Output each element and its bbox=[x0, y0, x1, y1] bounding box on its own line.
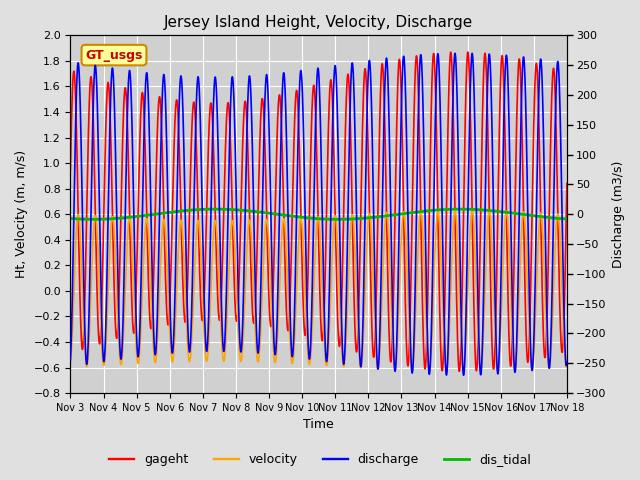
Line: discharge: discharge bbox=[70, 53, 567, 375]
Title: Jersey Island Height, Velocity, Discharge: Jersey Island Height, Velocity, Discharg… bbox=[164, 15, 474, 30]
Text: GT_usgs: GT_usgs bbox=[85, 48, 143, 61]
velocity bbox=[460, 369, 467, 374]
discharge bbox=[256, 312, 264, 317]
dis_tidal bbox=[390, 212, 397, 218]
dis_tidal bbox=[475, 207, 483, 213]
Line: velocity: velocity bbox=[70, 210, 567, 372]
gageht bbox=[475, 311, 483, 316]
dis_tidal bbox=[212, 206, 220, 212]
discharge bbox=[437, 138, 445, 144]
gageht bbox=[390, 300, 397, 305]
dis_tidal bbox=[365, 215, 372, 221]
discharge bbox=[451, 50, 459, 56]
velocity bbox=[390, 351, 397, 357]
discharge bbox=[475, 335, 483, 341]
velocity bbox=[157, 261, 164, 267]
velocity bbox=[475, 350, 483, 356]
discharge bbox=[67, 357, 74, 363]
velocity bbox=[67, 361, 74, 367]
Y-axis label: Discharge (m3/s): Discharge (m3/s) bbox=[612, 160, 625, 268]
gageht bbox=[67, 168, 74, 173]
discharge bbox=[460, 372, 467, 378]
Y-axis label: Ht, Velocity (m, m/s): Ht, Velocity (m, m/s) bbox=[15, 150, 28, 278]
velocity bbox=[437, 252, 445, 257]
velocity bbox=[451, 207, 459, 213]
Legend: gageht, velocity, discharge, dis_tidal: gageht, velocity, discharge, dis_tidal bbox=[104, 448, 536, 471]
Line: gageht: gageht bbox=[70, 52, 567, 372]
discharge bbox=[563, 360, 571, 365]
gageht bbox=[256, 131, 264, 136]
dis_tidal bbox=[437, 207, 445, 213]
dis_tidal bbox=[563, 216, 571, 222]
velocity bbox=[364, 218, 372, 224]
discharge bbox=[364, 72, 372, 78]
velocity bbox=[256, 339, 264, 345]
gageht bbox=[464, 49, 472, 55]
gageht bbox=[437, 350, 445, 356]
discharge bbox=[390, 336, 397, 342]
X-axis label: Time: Time bbox=[303, 419, 334, 432]
gageht bbox=[456, 369, 463, 374]
discharge bbox=[157, 158, 164, 164]
gageht bbox=[563, 180, 571, 186]
dis_tidal bbox=[257, 209, 264, 215]
gageht bbox=[157, 103, 164, 108]
dis_tidal bbox=[157, 211, 164, 216]
dis_tidal bbox=[334, 216, 342, 222]
dis_tidal bbox=[67, 216, 74, 221]
velocity bbox=[563, 363, 571, 369]
gageht bbox=[364, 148, 372, 154]
Line: dis_tidal: dis_tidal bbox=[70, 209, 567, 219]
